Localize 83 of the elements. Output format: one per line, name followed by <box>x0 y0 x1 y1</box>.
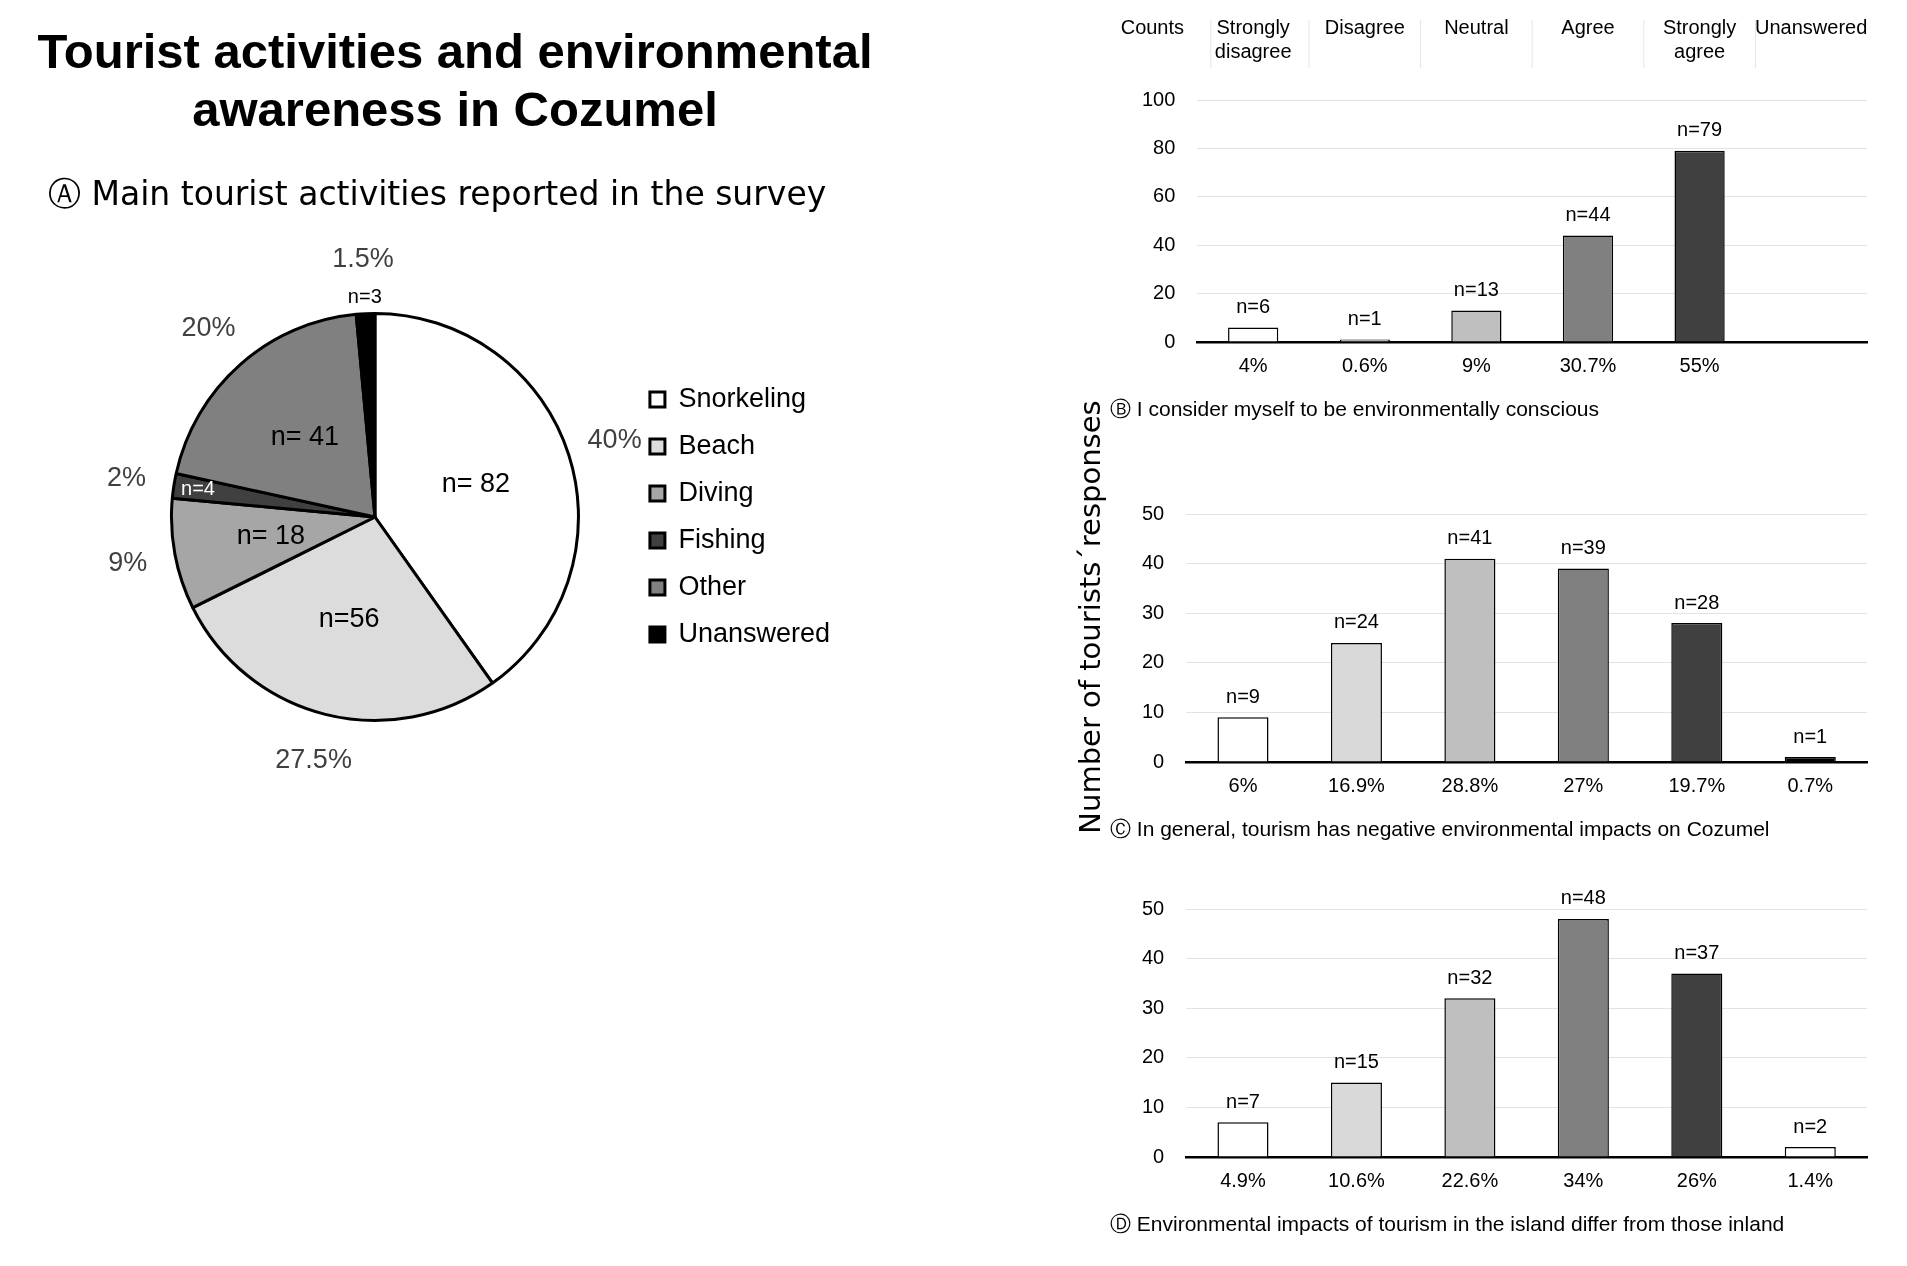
y-tick-label: 20 <box>1142 1045 1165 1068</box>
x-tick-label: 28.8% <box>1441 773 1499 796</box>
chart-title: Tourist activities and environmental awareness in Cozumel <box>36 23 874 138</box>
legend-label: Fishing <box>678 523 766 554</box>
legend-label: Beach <box>678 429 755 460</box>
x-tick-label: 0.6% <box>1341 353 1388 376</box>
data-label: n=7 <box>1226 1089 1260 1112</box>
y-tick-label: 50 <box>1142 501 1165 524</box>
text: Disagree <box>1324 15 1405 38</box>
y-tick-label: 10 <box>1142 1094 1165 1117</box>
data-label: n=1 <box>1793 724 1828 747</box>
data-label: n=4 <box>181 477 215 500</box>
y-axis-title: Number of tourists´responses <box>1073 399 1107 836</box>
data-label: n= 82 <box>441 468 510 499</box>
y-tick-label: 10 <box>1142 699 1165 722</box>
y-tick-label: 100 <box>1141 87 1176 110</box>
legend-label: Other <box>678 570 746 601</box>
data-label: n= 41 <box>270 421 340 452</box>
data-label: n=37 <box>1674 941 1720 963</box>
chart-subtitle: Ⓐ Main tourist activities reported in the survey <box>48 173 827 215</box>
text: Ⓓ Environmental impacts of tourism in the island differ from those inland <box>1110 1211 1785 1237</box>
x-tick-label: 19.7% <box>1668 773 1726 796</box>
y-tick-label: 60 <box>1153 184 1176 207</box>
y-tick-label: 20 <box>1153 281 1176 304</box>
y-tick-label: 50 <box>1142 896 1165 919</box>
text: 20% <box>181 312 236 343</box>
legend-label: Snorkeling <box>678 382 806 413</box>
data-label: n=41 <box>1447 526 1493 549</box>
x-tick-label: 4% <box>1238 353 1268 376</box>
data-label: n=6 <box>1236 295 1271 317</box>
x-tick-label: 16.9% <box>1328 773 1385 796</box>
x-tick-label: 30.7% <box>1559 353 1617 376</box>
data-label: n=15 <box>1333 1050 1379 1073</box>
data-label: n= 18 <box>236 519 306 550</box>
y-tick-label: 40 <box>1142 551 1165 574</box>
x-tick-label: 27% <box>1563 773 1604 796</box>
x-tick-label: 26% <box>1676 1168 1718 1191</box>
x-tick-label: 6% <box>1228 773 1258 796</box>
data-label: n=44 <box>1565 203 1611 226</box>
data-label: n=28 <box>1674 590 1720 613</box>
text: Strongly agree <box>1662 15 1737 62</box>
data-label: n=9 <box>1226 684 1260 707</box>
data-label: n=56 <box>318 603 380 634</box>
legend-label: Unanswered <box>678 617 831 648</box>
text: Strongly disagree <box>1214 15 1292 62</box>
text: Ⓒ In general, tourism has negative environmental impacts on Cozumel <box>1110 816 1770 842</box>
y-tick-label: 30 <box>1142 600 1165 623</box>
x-tick-label: 0.7% <box>1787 773 1834 796</box>
text: 9% <box>108 546 148 577</box>
data-label: n=13 <box>1453 278 1499 301</box>
text: Neutral <box>1444 15 1509 38</box>
data-label: n=2 <box>1793 1114 1828 1137</box>
y-tick-label: 0 <box>1153 1144 1165 1167</box>
text: Agree <box>1561 15 1615 38</box>
y-tick-label: 30 <box>1142 995 1165 1018</box>
x-tick-label: 34% <box>1563 1168 1604 1191</box>
text: 27.5% <box>275 744 352 775</box>
text: 40% <box>587 424 642 455</box>
y-tick-label: 80 <box>1153 135 1176 158</box>
y-tick-label: 40 <box>1142 946 1165 969</box>
x-tick-label: 10.6% <box>1328 1168 1385 1191</box>
legend-label: Diving <box>678 476 754 507</box>
data-label: n=24 <box>1333 610 1379 633</box>
y-tick-label: 0 <box>1153 749 1165 772</box>
data-label: n=3 <box>347 285 382 308</box>
y-tick-label: 40 <box>1153 232 1176 255</box>
x-tick-label: 9% <box>1461 353 1492 376</box>
data-label: n=39 <box>1560 536 1606 559</box>
text: 1.5% <box>332 243 394 274</box>
x-tick-label: 1.4% <box>1787 1168 1834 1191</box>
x-tick-label: 4.9% <box>1220 1168 1266 1191</box>
text: Unanswered <box>1755 15 1868 38</box>
text: Counts <box>1120 15 1185 38</box>
x-tick-label: 55% <box>1679 353 1720 376</box>
data-label: n=1 <box>1347 307 1382 330</box>
y-tick-label: 20 <box>1142 650 1165 673</box>
y-tick-label: 0 <box>1164 329 1176 352</box>
x-tick-label: 22.6% <box>1441 1168 1499 1191</box>
text: Ⓑ I consider myself to be environmentally conscious <box>1110 396 1600 422</box>
text: 2% <box>106 461 146 492</box>
data-label: n=32 <box>1447 965 1493 988</box>
data-label: n=79 <box>1677 118 1723 141</box>
data-label: n=48 <box>1560 886 1606 909</box>
